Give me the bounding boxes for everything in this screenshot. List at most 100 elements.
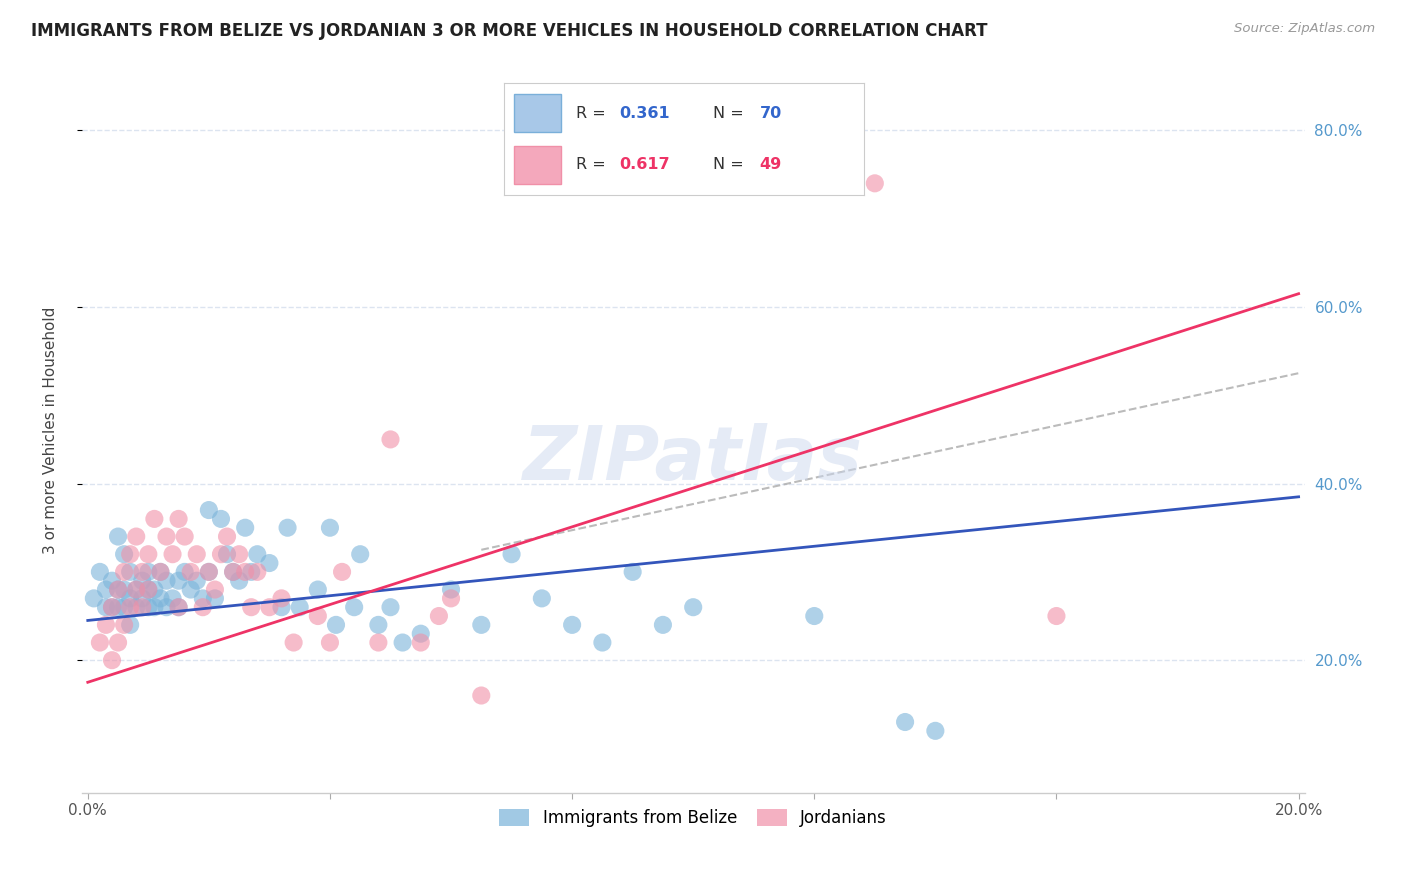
Point [155, 574, 177, 588]
Point [270, 600, 292, 615]
Point [180, 582, 202, 597]
Point [651, 618, 673, 632]
Point [270, 591, 292, 606]
Point [131, 574, 153, 588]
Point [222, 565, 245, 579]
Point [259, 556, 281, 570]
Point [155, 530, 177, 544]
Point [440, 591, 463, 606]
Point [246, 565, 269, 579]
Point [167, 600, 190, 615]
Point [112, 600, 135, 615]
Point [136, 582, 159, 597]
Point [120, 618, 142, 632]
Point [283, 635, 305, 649]
Point [112, 565, 135, 579]
Point [288, 600, 311, 615]
Point [120, 565, 142, 579]
Point [131, 591, 153, 606]
Point [120, 600, 142, 615]
Point [167, 600, 190, 615]
Point [143, 600, 166, 615]
Point [136, 547, 159, 561]
Point [125, 582, 148, 597]
Point [409, 626, 432, 640]
Point [215, 530, 238, 544]
Point [215, 547, 238, 561]
Point [222, 565, 245, 579]
Point [863, 177, 886, 191]
Point [173, 530, 195, 544]
Legend: Immigrants from Belize, Jordanians: Immigrants from Belize, Jordanians [491, 800, 896, 835]
Point [107, 582, 129, 597]
Point [530, 591, 553, 606]
Point [107, 530, 129, 544]
Point [149, 565, 172, 579]
Point [380, 600, 402, 615]
Point [186, 547, 208, 561]
Text: ZIPatlas: ZIPatlas [523, 423, 863, 496]
Point [682, 600, 704, 615]
Point [228, 547, 250, 561]
Point [120, 591, 142, 606]
Point [162, 547, 184, 561]
Point [89, 565, 111, 579]
Point [112, 582, 135, 597]
Point [198, 503, 221, 517]
Point [470, 618, 492, 632]
Point [228, 574, 250, 588]
Point [101, 574, 124, 588]
Point [167, 512, 190, 526]
Point [198, 565, 221, 579]
Point [591, 635, 613, 649]
Point [136, 565, 159, 579]
Point [107, 582, 129, 597]
Point [325, 618, 347, 632]
Point [501, 547, 523, 561]
Point [107, 600, 129, 615]
Point [209, 547, 232, 561]
Point [427, 609, 450, 624]
Point [240, 600, 263, 615]
Point [409, 635, 432, 649]
Point [131, 600, 153, 615]
Point [149, 565, 172, 579]
Point [349, 547, 371, 561]
Point [343, 600, 366, 615]
Y-axis label: 3 or more Vehicles in Household: 3 or more Vehicles in Household [44, 307, 58, 554]
Point [191, 591, 214, 606]
Point [1045, 609, 1067, 624]
Point [89, 635, 111, 649]
Point [240, 565, 263, 579]
Point [367, 618, 389, 632]
Point [307, 582, 329, 597]
Point [173, 565, 195, 579]
Point [307, 609, 329, 624]
Text: Source: ZipAtlas.com: Source: ZipAtlas.com [1234, 22, 1375, 36]
Point [233, 565, 256, 579]
Point [259, 600, 281, 615]
Point [191, 600, 214, 615]
Point [94, 582, 117, 597]
Point [180, 565, 202, 579]
Point [155, 600, 177, 615]
Point [101, 600, 124, 615]
Point [924, 723, 946, 738]
Point [136, 582, 159, 597]
Point [561, 618, 583, 632]
Point [380, 433, 402, 447]
Point [83, 591, 105, 606]
Point [149, 591, 172, 606]
Text: IMMIGRANTS FROM BELIZE VS JORDANIAN 3 OR MORE VEHICLES IN HOUSEHOLD CORRELATION : IMMIGRANTS FROM BELIZE VS JORDANIAN 3 OR… [31, 22, 987, 40]
Point [233, 521, 256, 535]
Point [125, 582, 148, 597]
Point [120, 547, 142, 561]
Point [319, 635, 342, 649]
Point [894, 714, 917, 729]
Point [101, 600, 124, 615]
Point [330, 565, 353, 579]
Point [112, 618, 135, 632]
Point [803, 609, 825, 624]
Point [198, 565, 221, 579]
Point [319, 521, 342, 535]
